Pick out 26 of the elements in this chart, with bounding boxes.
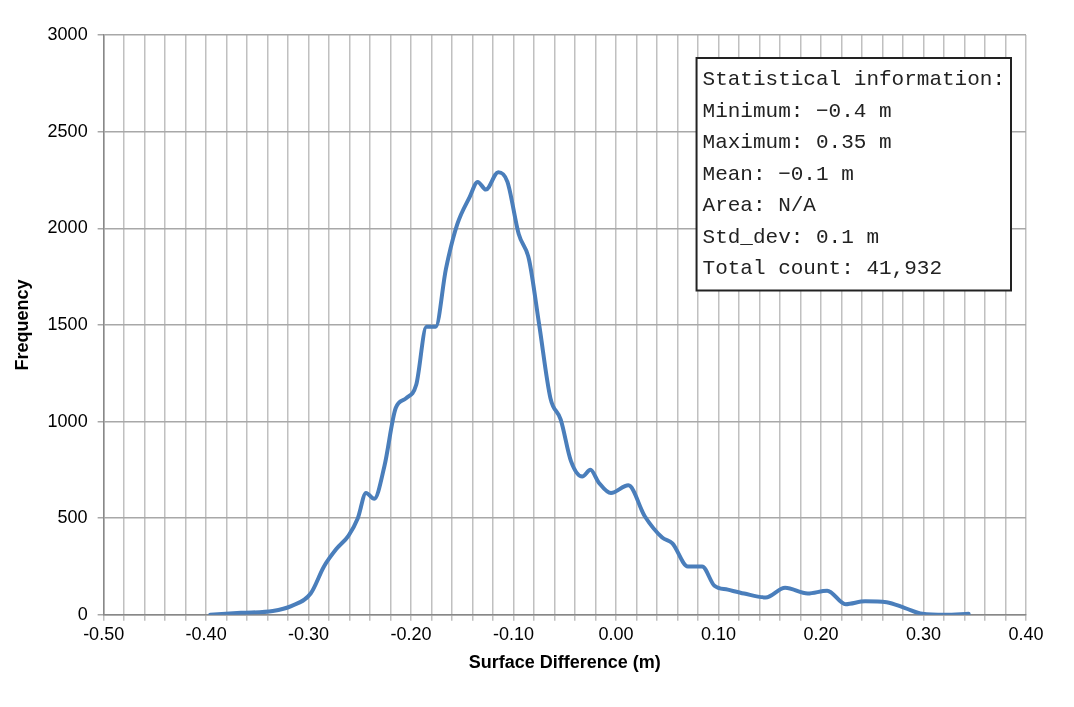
annotation: Std_dev: 0.1 m [702, 225, 879, 249]
y-tick-label: 1500 [47, 313, 88, 334]
annotation: Maximum: 0.35 m [702, 131, 892, 155]
x-tick-label: 0.20 [803, 623, 839, 644]
y-tick-label: 2000 [47, 217, 88, 238]
x-tick-label: -0.30 [288, 623, 330, 644]
x-tick-label: 0.00 [598, 623, 634, 644]
y-tick-label: 1000 [47, 410, 88, 431]
annotation: Statistical information: [702, 68, 1005, 92]
annotation: Minimum: −0.4 m [702, 99, 892, 123]
x-tick-label: -0.10 [493, 623, 535, 644]
y-tick-label: 0 [77, 603, 88, 624]
x-tick-label: 0.10 [701, 623, 737, 644]
x-axis-title: Surface Difference (m) [468, 652, 661, 673]
x-tick-label: 0.30 [905, 623, 942, 644]
x-tick-label: -0.20 [390, 623, 432, 644]
annotation: Area: N/A [702, 194, 817, 218]
x-tick-label: 0.40 [1008, 623, 1044, 644]
y-tick-label: 2500 [47, 120, 88, 141]
y-tick-label: 3000 [47, 23, 88, 44]
x-tick-label: -0.50 [83, 623, 125, 644]
x-tick-label: -0.40 [185, 623, 227, 644]
annotation: Total count: 41,932 [702, 257, 942, 281]
annotation: Mean: −0.1 m [702, 162, 854, 186]
y-axis-title: Frequency [11, 279, 32, 371]
y-tick-label: 500 [57, 507, 88, 528]
